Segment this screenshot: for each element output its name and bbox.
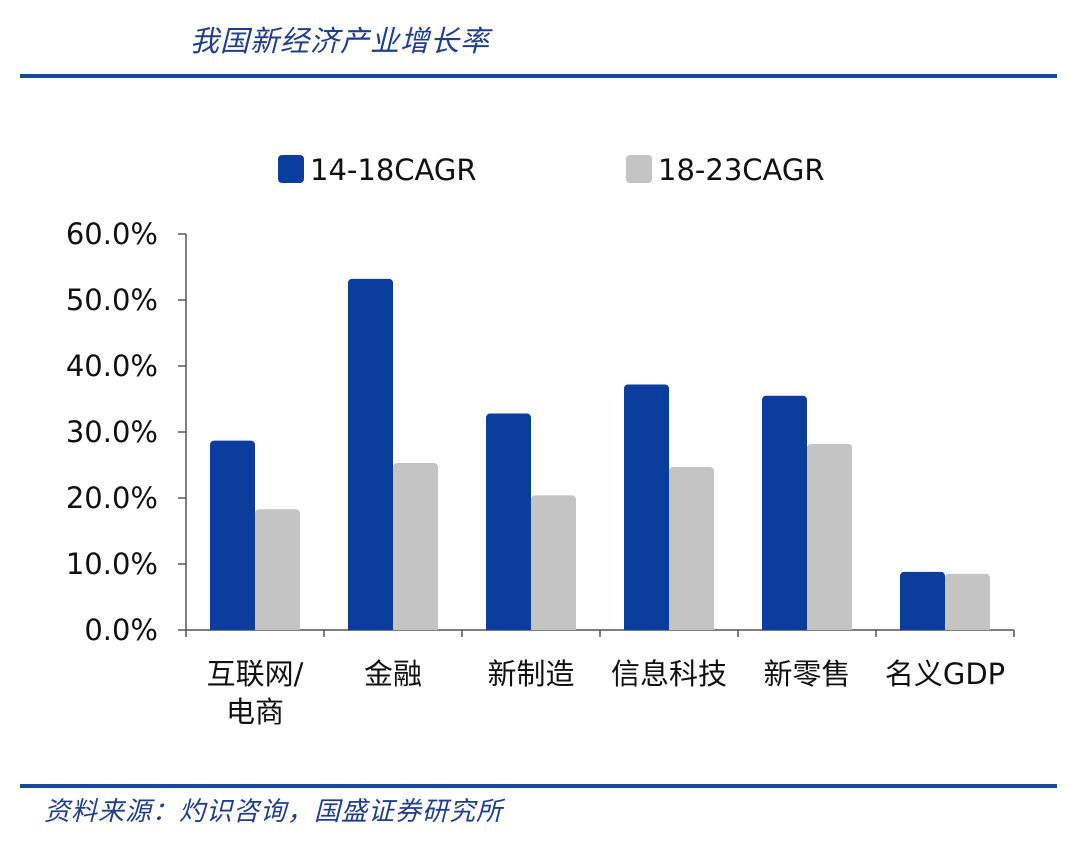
page-title: 我国新经济产业增长率 xyxy=(190,24,491,58)
bar-base xyxy=(531,499,576,630)
y-tick-label: 30.0% xyxy=(66,415,158,449)
x-category-label: 电商 xyxy=(226,695,284,729)
bar-base xyxy=(807,447,852,630)
bar-base xyxy=(762,399,807,630)
bar-base xyxy=(945,577,990,630)
header-divider xyxy=(20,74,1057,78)
y-tick-label: 0.0% xyxy=(84,613,158,647)
legend-swatch xyxy=(626,155,652,183)
x-category-label: 新零售 xyxy=(763,657,850,691)
x-category-label: 信息科技 xyxy=(611,657,727,691)
bar-base xyxy=(210,444,255,630)
bar-base xyxy=(255,513,300,630)
footer-divider xyxy=(20,784,1057,788)
source-note: 资料来源：灼识咨询，国盛证券研究所 xyxy=(44,797,504,827)
bar-base xyxy=(393,467,438,630)
y-tick-label: 10.0% xyxy=(66,547,158,581)
x-category-label: 互联网/ xyxy=(207,657,304,691)
x-category-label: 新制造 xyxy=(487,657,574,691)
bar-base xyxy=(669,470,714,630)
bar-base xyxy=(348,282,393,630)
legend-label: 18-23CAGR xyxy=(658,153,824,187)
x-category-label: 名义GDP xyxy=(885,657,1005,691)
bar-base xyxy=(486,417,531,630)
bar-chart: 0.0% 10.0% 20.0% 30.0% 40.0% 50.0% 60.0% 互联网/电商… xyxy=(66,153,1015,729)
y-tick-label: 40.0% xyxy=(66,349,158,383)
y-tick-label: 60.0% xyxy=(66,217,158,251)
y-tick-label: 50.0% xyxy=(66,283,158,317)
legend-label: 14-18CAGR xyxy=(310,153,476,187)
bar-base xyxy=(900,575,945,630)
x-category-label: 金融 xyxy=(364,657,422,691)
y-tick-label: 20.0% xyxy=(66,481,158,515)
legend-swatch xyxy=(278,155,304,183)
bar-base xyxy=(624,388,669,630)
